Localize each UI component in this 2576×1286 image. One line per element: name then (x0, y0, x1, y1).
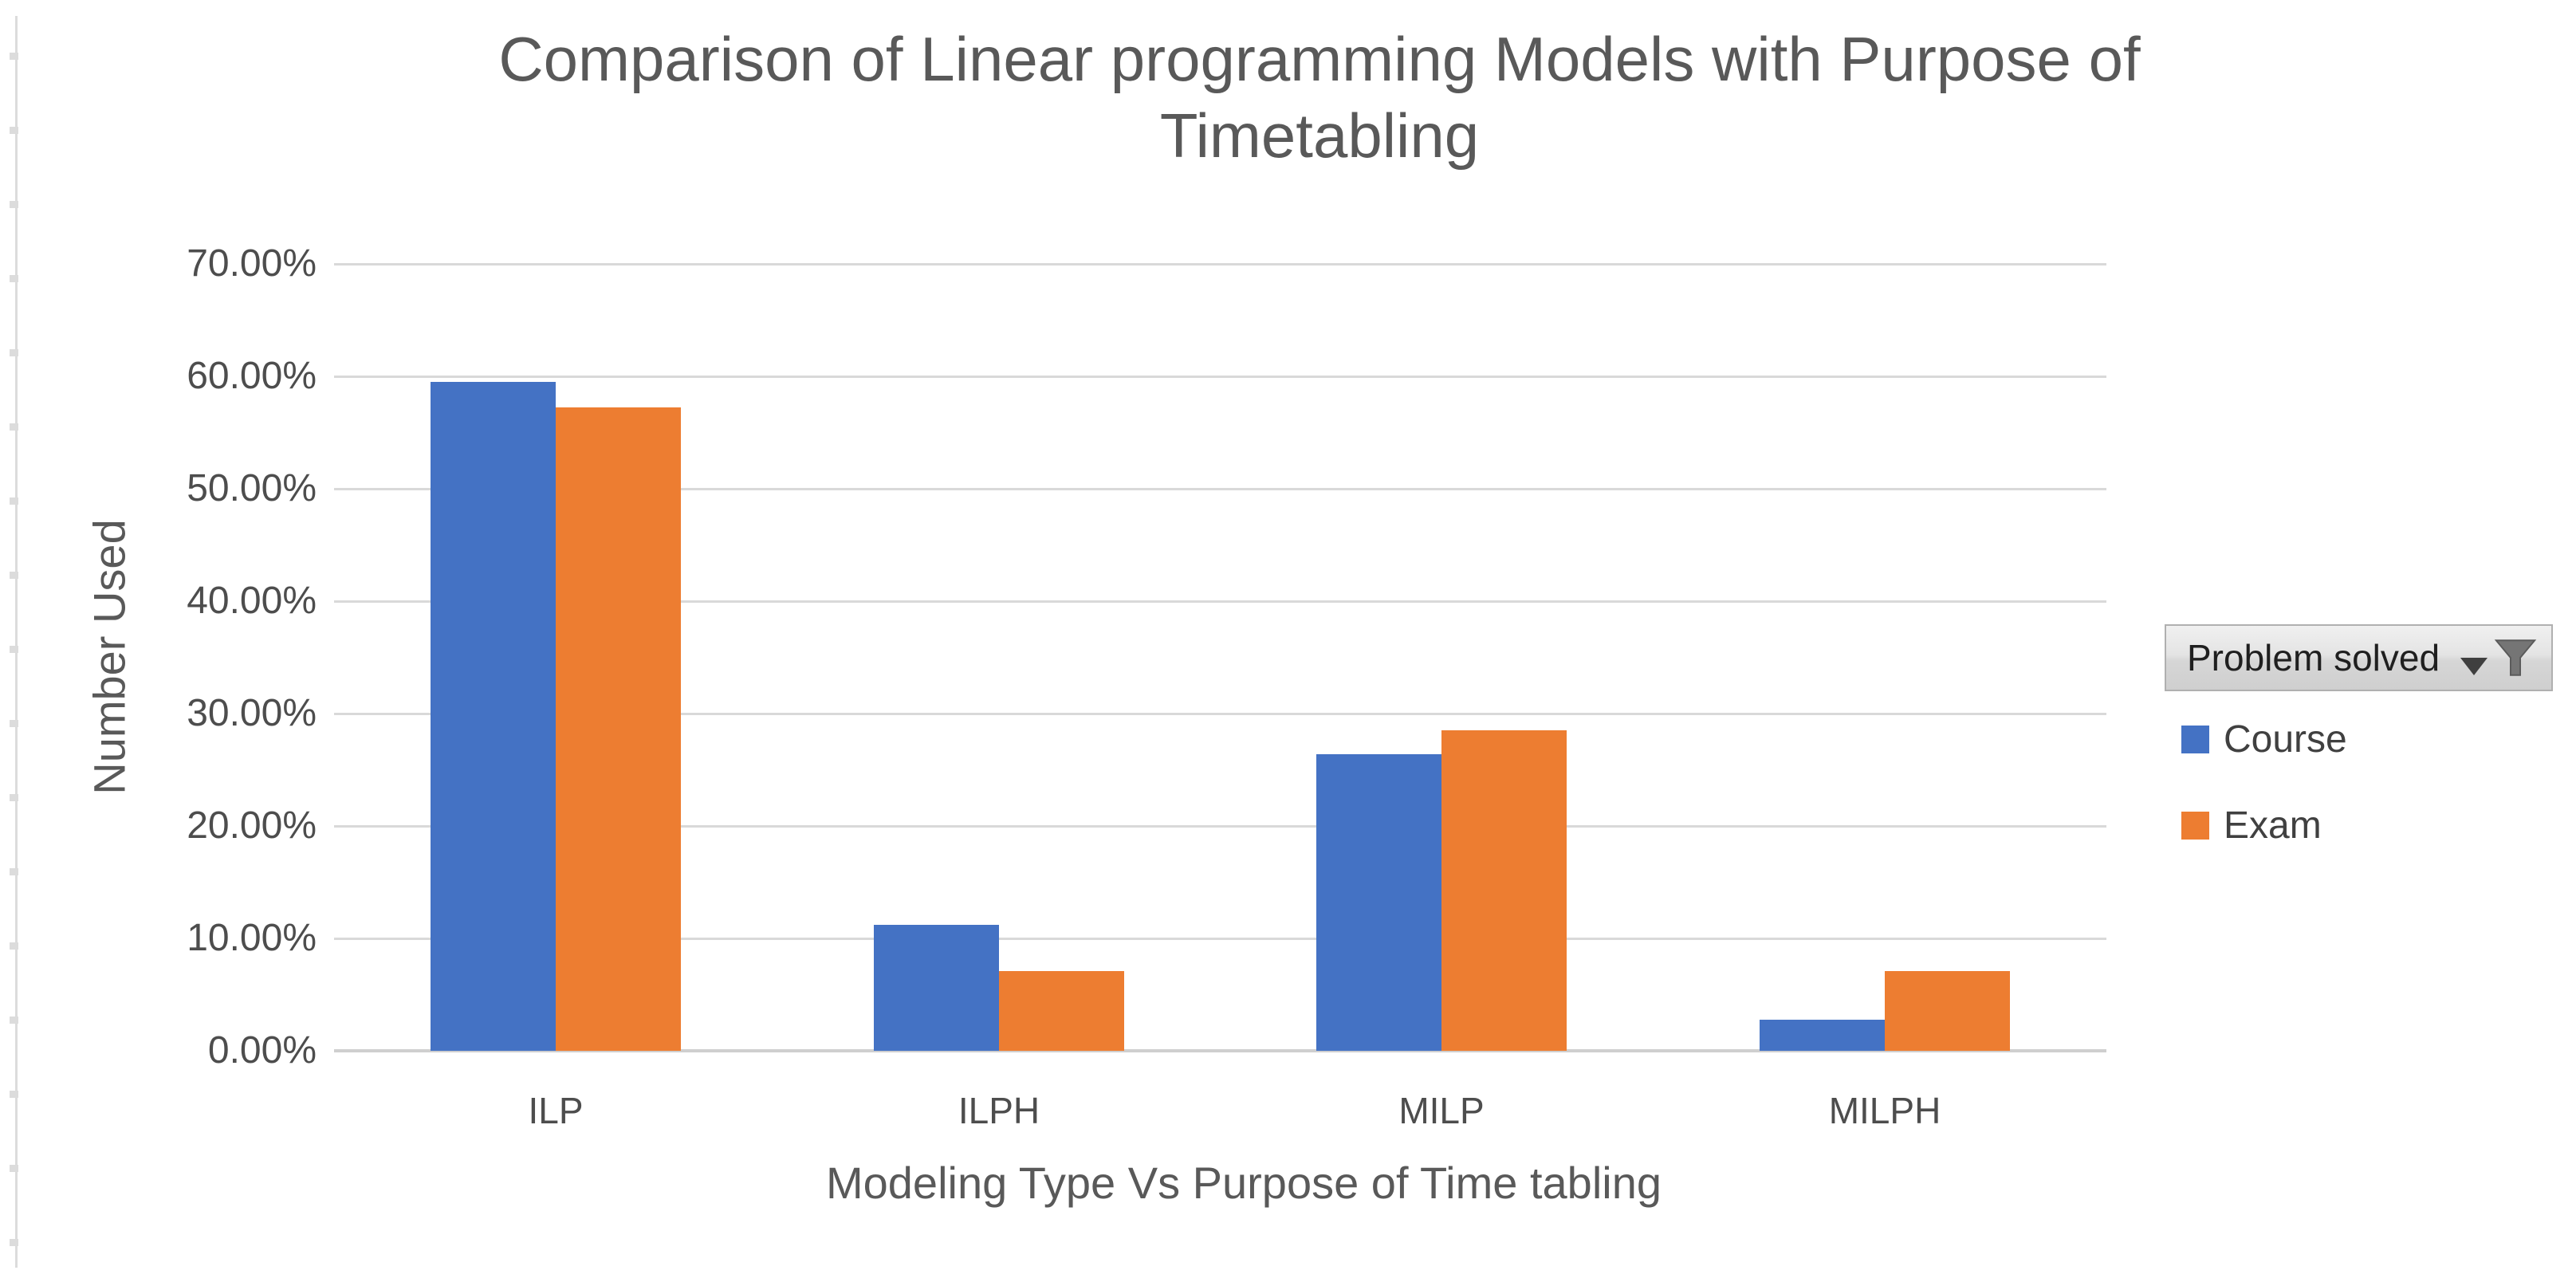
bar-exam-ilp[interactable] (556, 407, 681, 1051)
y-tick-label: 10.00% (187, 917, 317, 959)
gridline (334, 825, 2106, 828)
y-tick-label: 20.00% (187, 804, 317, 847)
bar-course-ilph[interactable] (874, 925, 999, 1051)
legend-label-course: Course (2224, 718, 2347, 761)
gridline (334, 938, 2106, 940)
y-tick-label: 40.00% (187, 580, 317, 622)
gridline (334, 488, 2106, 490)
y-tick-label: 50.00% (187, 467, 317, 509)
course-swatch-icon (2181, 726, 2209, 753)
x-axis-title: Modeling Type Vs Purpose of Time tabling (825, 1158, 1662, 1208)
filter-button-icons (2460, 635, 2539, 681)
dropdown-arrow-icon (2460, 658, 2488, 675)
bar-exam-milp[interactable] (1441, 730, 1567, 1051)
bar-exam-milph[interactable] (1885, 971, 2010, 1051)
y-tick-label: 70.00% (187, 242, 317, 285)
bar-course-milp[interactable] (1316, 754, 1441, 1051)
x-tick-label-milph: MILPH (1828, 1090, 1941, 1131)
filter-button-label: Problem solved (2187, 637, 2440, 678)
gridline (334, 263, 2106, 265)
x-tick-label-ilp: ILP (528, 1090, 584, 1131)
gridline (334, 600, 2106, 603)
problem-solved-filter-button[interactable]: Problem solved (2165, 624, 2553, 691)
y-tick-label: 30.00% (187, 692, 317, 734)
chart-title-line-1: Comparison of Linear programming Models … (498, 24, 2141, 94)
legend-item-course[interactable]: Course (2181, 718, 2347, 761)
worksheet-edge-ticks (10, 53, 18, 1249)
x-tick-label-milp: MILP (1398, 1090, 1485, 1131)
gridline (334, 713, 2106, 715)
chart-title-line-2: Timetabling (1159, 100, 1480, 171)
chart-title: Comparison of Linear programming Models … (64, 21, 2575, 174)
bar-course-ilp[interactable] (431, 382, 556, 1051)
x-axis-line (334, 1049, 2106, 1052)
gridline (334, 376, 2106, 378)
funnel-icon (2494, 639, 2537, 676)
exam-swatch-icon (2181, 812, 2209, 840)
bar-course-milph[interactable] (1760, 1020, 1885, 1051)
y-tick-label: 60.00% (187, 355, 317, 397)
bar-exam-ilph[interactable] (999, 971, 1124, 1051)
legend-label-exam: Exam (2224, 804, 2322, 847)
legend-item-exam[interactable]: Exam (2181, 804, 2322, 848)
y-axis-title: Number Used (84, 519, 135, 795)
y-tick-label: 0.00% (207, 1029, 317, 1072)
x-tick-label-ilph: ILPH (958, 1090, 1040, 1131)
